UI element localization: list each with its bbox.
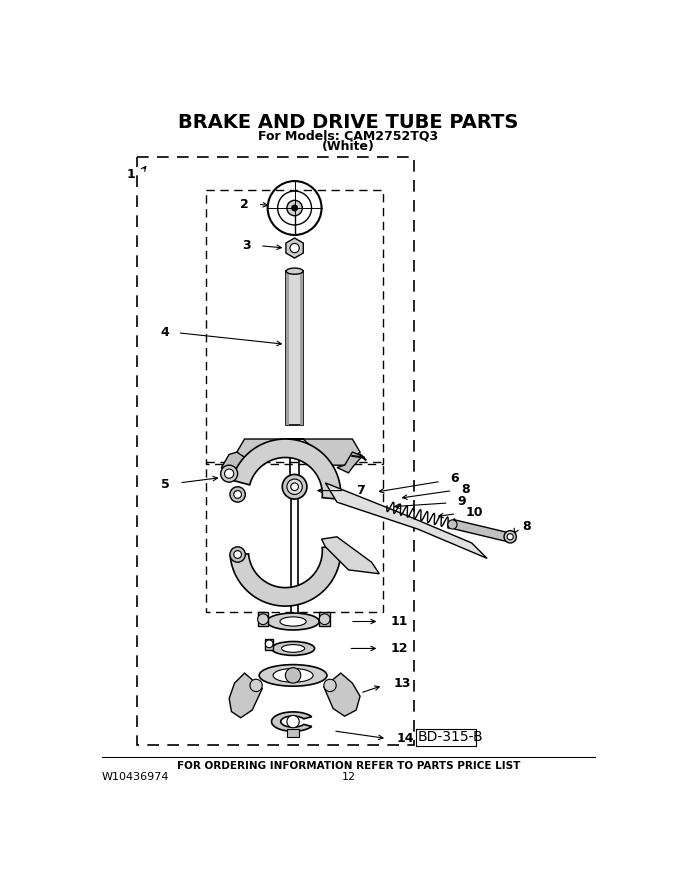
Text: BRAKE AND DRIVE TUBE PARTS: BRAKE AND DRIVE TUBE PARTS	[178, 113, 519, 132]
Circle shape	[282, 474, 307, 499]
Text: 9: 9	[457, 495, 466, 508]
Text: 10: 10	[466, 506, 483, 519]
Polygon shape	[229, 673, 262, 718]
Circle shape	[258, 614, 269, 625]
Text: 5: 5	[161, 478, 170, 491]
Ellipse shape	[267, 613, 319, 630]
Polygon shape	[271, 712, 311, 731]
Bar	[286, 271, 303, 425]
Polygon shape	[222, 452, 248, 478]
Bar	[258, 612, 269, 627]
Circle shape	[507, 533, 513, 539]
Text: W10436974: W10436974	[102, 772, 169, 782]
Text: 12: 12	[341, 772, 356, 782]
Text: 13: 13	[393, 677, 411, 690]
Bar	[319, 612, 330, 627]
Text: FOR ORDERING INFORMATION REFER TO PARTS PRICE LIST: FOR ORDERING INFORMATION REFER TO PARTS …	[177, 761, 520, 771]
Text: BD-315-B: BD-315-B	[418, 730, 483, 744]
Circle shape	[291, 483, 299, 491]
Bar	[265, 639, 273, 650]
Text: 14: 14	[397, 732, 415, 745]
Text: 4: 4	[160, 326, 169, 340]
Polygon shape	[324, 673, 360, 716]
Circle shape	[287, 715, 299, 728]
Circle shape	[324, 679, 336, 692]
Ellipse shape	[259, 664, 327, 686]
Ellipse shape	[273, 669, 313, 682]
Circle shape	[250, 679, 262, 692]
Circle shape	[230, 546, 245, 562]
Circle shape	[292, 205, 298, 211]
Circle shape	[221, 466, 237, 482]
Circle shape	[448, 520, 457, 529]
Ellipse shape	[282, 645, 305, 652]
Text: 3: 3	[242, 239, 251, 253]
Circle shape	[234, 490, 241, 498]
Text: 7: 7	[356, 484, 365, 497]
Text: 11: 11	[391, 615, 409, 628]
Text: 8: 8	[462, 482, 471, 495]
Polygon shape	[286, 238, 303, 258]
Circle shape	[504, 531, 516, 543]
Circle shape	[230, 487, 245, 502]
Polygon shape	[337, 452, 362, 473]
Text: 6: 6	[450, 472, 459, 485]
Polygon shape	[322, 537, 379, 574]
Bar	[287, 730, 299, 737]
Text: For Models: CAM2752TQ3: For Models: CAM2752TQ3	[258, 130, 439, 143]
Text: 12: 12	[391, 642, 409, 655]
Polygon shape	[222, 439, 360, 467]
Circle shape	[286, 668, 301, 683]
Ellipse shape	[271, 642, 315, 656]
Circle shape	[287, 201, 303, 216]
Circle shape	[265, 640, 273, 648]
Bar	[206, 190, 383, 464]
Text: (White): (White)	[322, 140, 375, 153]
Circle shape	[224, 469, 234, 479]
Circle shape	[319, 614, 330, 625]
Text: 8: 8	[522, 519, 531, 532]
Polygon shape	[230, 546, 341, 606]
Bar	[300, 271, 303, 425]
Bar	[206, 462, 383, 612]
Circle shape	[234, 551, 241, 559]
Circle shape	[287, 479, 303, 495]
Bar	[137, 158, 414, 744]
Polygon shape	[326, 483, 487, 558]
Text: 2: 2	[239, 198, 248, 210]
Bar	[286, 271, 289, 425]
Polygon shape	[232, 439, 341, 499]
Polygon shape	[455, 520, 507, 541]
Circle shape	[290, 244, 299, 253]
Ellipse shape	[286, 268, 303, 275]
Text: 1: 1	[127, 168, 136, 181]
Ellipse shape	[280, 617, 306, 627]
